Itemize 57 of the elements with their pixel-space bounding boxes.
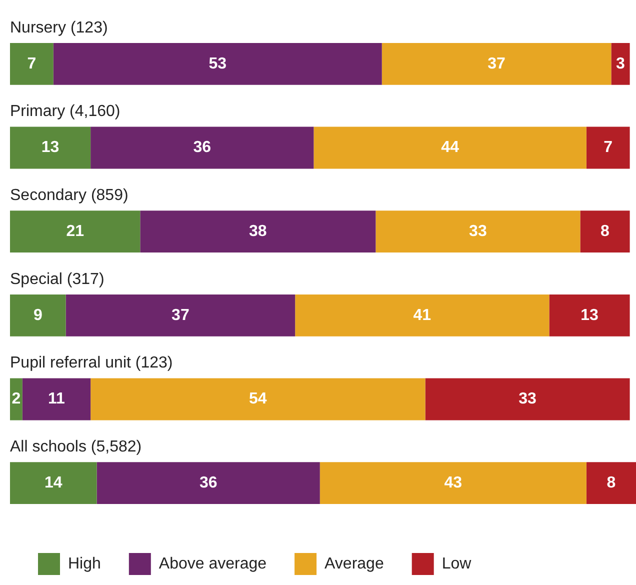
data-label: 36 <box>199 474 218 492</box>
bar <box>314 126 586 169</box>
data-label: 11 <box>48 390 66 408</box>
data-label: 33 <box>518 390 537 408</box>
bar <box>382 42 612 85</box>
data-label: 37 <box>488 55 506 72</box>
bar <box>90 126 314 169</box>
data-label: 9 <box>33 306 42 324</box>
data-label: 53 <box>208 55 227 72</box>
legend-label: High <box>68 555 101 572</box>
bar <box>10 42 54 85</box>
data-label: 54 <box>249 390 267 408</box>
y-tick-label: Special (317) <box>10 270 104 288</box>
y-tick-label: All schools (5,582) <box>10 438 142 456</box>
bar <box>53 42 382 85</box>
bar <box>66 294 296 336</box>
data-label: 7 <box>604 139 613 156</box>
data-label: 33 <box>469 222 487 240</box>
bar <box>580 210 630 253</box>
data-label: 44 <box>441 139 460 156</box>
bar <box>10 210 140 253</box>
y-tick-label: Nursery (123) <box>10 19 108 36</box>
bar <box>586 462 636 504</box>
data-label: 41 <box>413 306 432 324</box>
legend-label: Average <box>324 555 384 572</box>
data-label: 21 <box>66 222 84 240</box>
bar <box>295 294 550 336</box>
y-tick-label: Pupil referral unit (123) <box>10 354 173 372</box>
legend-label: Low <box>442 555 472 572</box>
bar <box>96 462 320 504</box>
data-label: 8 <box>606 474 616 492</box>
bar <box>140 210 376 253</box>
data-label: 13 <box>41 139 60 156</box>
bar <box>320 462 586 504</box>
data-label: 38 <box>249 222 267 240</box>
bar <box>22 378 91 420</box>
data-label: 13 <box>580 306 599 324</box>
bar <box>549 294 630 336</box>
y-tick-label: Primary (4,160) <box>10 103 120 120</box>
bar <box>425 378 630 420</box>
data-label: 2 <box>12 390 21 408</box>
bar <box>611 42 630 85</box>
bar <box>90 378 426 420</box>
data-label: 3 <box>616 55 626 72</box>
bar <box>586 126 630 169</box>
data-label: 37 <box>172 306 190 324</box>
bar <box>376 210 580 253</box>
y-tick-label: Secondary (859) <box>10 187 128 204</box>
bar <box>10 294 66 336</box>
data-label: 36 <box>193 139 212 156</box>
data-label: 14 <box>44 474 62 492</box>
data-label: 43 <box>444 474 462 492</box>
bar <box>10 462 97 504</box>
bar <box>10 126 91 169</box>
data-label: 8 <box>600 222 610 240</box>
legend-label: Above average <box>158 555 267 572</box>
data-label: 7 <box>27 55 36 72</box>
